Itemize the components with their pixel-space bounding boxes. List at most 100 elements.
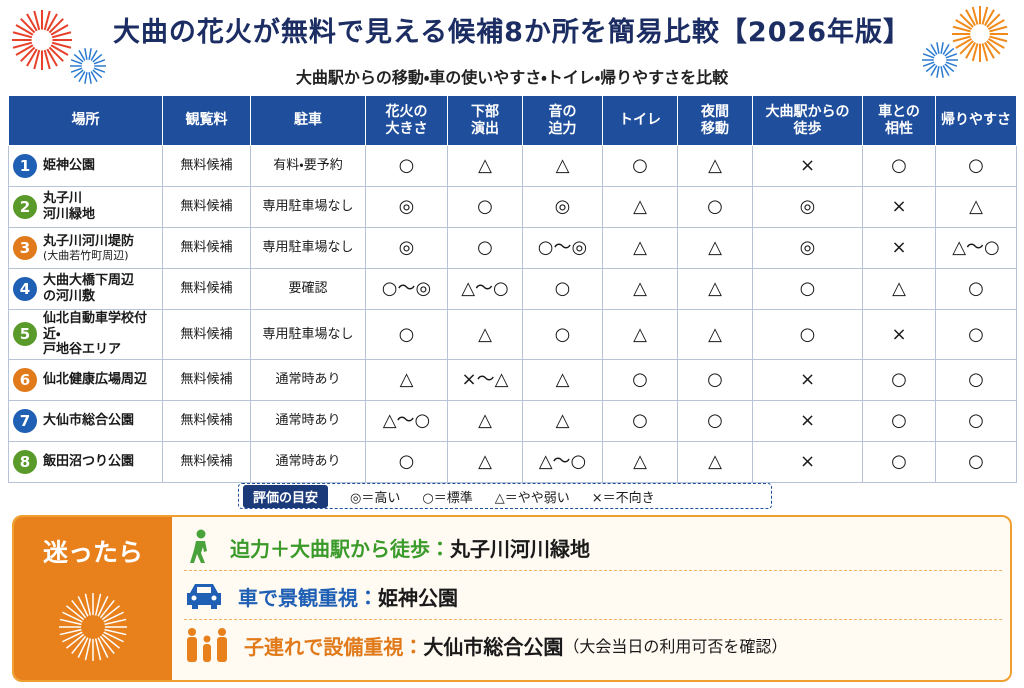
row-number: 5 [13, 322, 37, 347]
header-row: 場所 観覧料 駐車 花火の 大きさ 下部 演出 音の 迫力 トイレ 夜間 移動 大曲駅からの 徒… [8, 95, 1017, 146]
subtitle: 大曲駅からの移動・車の使いやすさ・トイレ・帰りやすさを比較 [295, 68, 729, 87]
rating: ○ [935, 440, 1017, 483]
place-name: 丸子川 河川緑地 [43, 191, 96, 222]
rating: × [862, 186, 936, 228]
fee: 無料候補 [162, 227, 251, 269]
rating: ◎ [752, 227, 863, 269]
parking: 有料・要予約 [250, 145, 366, 187]
rating: ○ [677, 358, 753, 401]
parking: 通常時あり [250, 399, 366, 442]
rating: △ [935, 186, 1017, 228]
rating: ×〜△ [447, 358, 523, 401]
rating: ○ [862, 145, 936, 187]
row-number: 7 [13, 408, 37, 433]
rating: × [862, 309, 936, 360]
fee: 無料候補 [162, 268, 251, 310]
rating: △ [602, 440, 678, 483]
place-name-wrap: 丸子川 河川緑地 [43, 191, 95, 222]
place-name: 飯田沼つり公園 [43, 453, 135, 469]
place-name-wrap: 大曲大橋下周辺 の河川敷 [43, 273, 134, 304]
parking: 要確認 [250, 268, 366, 310]
table-row: 6 仙北健康広場周辺 無料候補 通常時あり △ ×〜△ △ ○ ○ × ○ ○ [8, 358, 1017, 401]
rating: × [752, 440, 863, 483]
rating: △ [677, 227, 753, 269]
row-number: 1 [13, 154, 37, 178]
row-number: 8 [13, 449, 37, 474]
rating: ○ [862, 399, 936, 442]
place-name: 仙北自動車学校付近・ 戸地谷エリア [43, 311, 148, 358]
advice-box: 迷ったら 迫力＋大曲駅から徒歩： 丸子川河川緑地 車で景観重視： 姫神公園 子連れで設備… [12, 515, 1012, 682]
fee: 無料候補 [162, 309, 251, 360]
table-row: 7 大仙市総合公園 無料候補 通常時あり △〜○ △ △ ○ ○ × ○ ○ [8, 399, 1017, 442]
rating: △ [522, 399, 603, 442]
rating: ○ [365, 309, 448, 360]
parking: 専用駐車場なし [250, 186, 366, 228]
separator [184, 570, 1002, 571]
parking: 専用駐車場なし [250, 309, 366, 360]
rating: △ [365, 358, 448, 401]
advice-value: 大仙市総合公園 [423, 634, 564, 659]
rating: ○ [935, 145, 1017, 187]
place-name-wrap: 仙北自動車学校付近・ 戸地谷エリア [43, 311, 161, 358]
advice-title: 迷ったら [42, 538, 143, 567]
row-number: 6 [13, 367, 37, 392]
rating: ○〜◎ [365, 268, 448, 310]
place-cell: 1 姫神公園 [8, 145, 163, 187]
rating: △〜○ [522, 440, 603, 483]
rating: ○ [935, 268, 1017, 310]
column-header: 帰りやすさ [935, 95, 1017, 146]
rating: ○ [602, 358, 678, 401]
rating: △〜○ [365, 399, 448, 442]
rating: ○ [677, 186, 753, 228]
car-icon [187, 584, 221, 609]
table-body: 1 姫神公園 無料候補 有料・要予約 ○ △ △ ○ △ × ○ ○ 2 丸子川 河川緑地 無料候補 専用駐車… [8, 145, 1017, 483]
rating: △ [677, 440, 753, 483]
place-cell: 7 大仙市総合公園 [8, 399, 163, 442]
rating: △ [677, 309, 753, 360]
rating: ◎ [365, 227, 448, 269]
fee: 無料候補 [162, 440, 251, 483]
family-icon [187, 628, 227, 662]
place-wrap: 6 仙北健康広場周辺 [13, 367, 161, 392]
rating: × [752, 358, 863, 401]
firework-icon [59, 593, 127, 661]
rating: ○ [522, 268, 603, 310]
advice-value: 姫神公園 [378, 585, 458, 610]
rating: ○ [602, 145, 678, 187]
fireworks-left [12, 10, 106, 84]
rating: × [752, 399, 863, 442]
advice-label: 子連れで設備重視： [244, 634, 424, 659]
separator [184, 619, 1002, 620]
rating: △〜○ [447, 268, 523, 310]
rating: △ [447, 145, 523, 187]
place-cell: 6 仙北健康広場周辺 [8, 358, 163, 401]
rating: ◎ [365, 186, 448, 228]
table-row: 5 仙北自動車学校付近・ 戸地谷エリア 無料候補 専用駐車場なし ○ △ ○ △ △ ○ × ○ [8, 309, 1017, 360]
advice-item: 子連れで設備重視： 大仙市総合公園 （大会当日の利用可否を確認） [184, 623, 1002, 667]
rating: △〜○ [935, 227, 1017, 269]
column-header: 駐車 [250, 95, 366, 146]
rating: × [862, 227, 936, 269]
title: 大曲の花火が無料で見える候補8か所を簡易比較【2026年版】 [112, 17, 912, 48]
place-wrap: 8 飯田沼つり公園 [13, 449, 161, 474]
row-number: 2 [13, 195, 37, 219]
walk-icon [190, 529, 207, 563]
place-name: 仙北健康広場周辺 [43, 371, 148, 387]
place-wrap: 2 丸子川 河川緑地 [13, 191, 161, 222]
advice-note: （大会当日の利用可否を確認） [563, 637, 788, 656]
rating: ○ [935, 358, 1017, 401]
place-cell: 8 飯田沼つり公園 [8, 440, 163, 483]
rating: △ [677, 268, 753, 310]
rating: ○ [752, 309, 863, 360]
column-header: 花火の 大きさ [365, 95, 448, 146]
row-number: 4 [13, 277, 37, 301]
rating: ○〜◎ [522, 227, 603, 269]
column-header: 下部 演出 [447, 95, 523, 146]
legend-item: △＝やや弱い [494, 490, 570, 506]
place-wrap: 5 仙北自動車学校付近・ 戸地谷エリア [13, 311, 161, 358]
advice-item: 車で景観重視： 姫神公園 [184, 574, 1002, 618]
place-wrap: 3 丸子川河川堤防 (大曲若竹町周辺) [13, 234, 161, 263]
place-cell: 4 大曲大橋下周辺 の河川敷 [8, 268, 163, 310]
column-header: 音の 迫力 [522, 95, 603, 146]
